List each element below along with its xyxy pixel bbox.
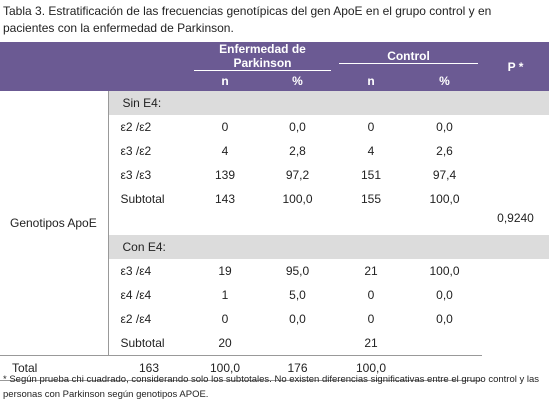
cell: 1	[221, 288, 229, 302]
group-header: Enfermedad de Parkinson	[190, 42, 336, 71]
cell: 143	[214, 192, 236, 206]
cell: 100,0	[282, 192, 313, 206]
caption-line: Tabla 3. Estratificación de las frecuenc…	[3, 4, 492, 18]
caption-line: pacientes con la enfermedad de Parkinson…	[3, 21, 234, 35]
p-cell	[482, 139, 549, 163]
cell: 0,0	[289, 312, 306, 326]
genotype: ε3 /ε3	[120, 168, 152, 182]
p-cell	[482, 331, 549, 356]
caption: Tabla 3. Estratificación de las frecuenc…	[3, 3, 491, 37]
p-header: P *	[482, 42, 549, 91]
cell: 0	[367, 120, 375, 134]
cell: 0	[367, 312, 375, 326]
genotype: Subtotal	[120, 192, 165, 206]
genotype: ε3 /ε2	[120, 144, 152, 158]
cell: 95,0	[285, 264, 310, 278]
cell: 4	[367, 144, 375, 158]
sub-header: n	[190, 71, 260, 91]
cell: 151	[361, 168, 382, 182]
cell: 100,0	[335, 355, 408, 381]
gap-row: 0,9240	[0, 211, 549, 235]
data-row: Subtotal 143 100,0 155 100,0	[0, 187, 549, 211]
genotype: ε2 /ε4	[120, 312, 152, 326]
sub-header: %	[260, 71, 336, 91]
cell: 0,0	[436, 312, 453, 326]
p-cell	[482, 283, 549, 307]
p-cell	[482, 187, 549, 211]
group-header: Control	[335, 42, 483, 71]
cell: 0,0	[436, 288, 453, 302]
cell: 19	[218, 264, 232, 278]
data-row: ε3 /ε3 139 97,2 151 97,4	[0, 163, 549, 187]
p-cell	[482, 307, 549, 331]
data-row: Subtotal 20 21	[0, 331, 549, 356]
cell: 100,0	[190, 355, 260, 381]
cell: 21	[364, 336, 378, 350]
data-row: ε3 /ε2 4 2,8 4 2,6	[0, 139, 549, 163]
data-row: ε2 /ε2 0 0,0 0 0,0	[0, 115, 549, 139]
cell: 97,4	[432, 168, 457, 182]
cell: 155	[361, 192, 382, 206]
cell: 20	[218, 336, 232, 350]
row-group-label: Genotipos ApoE	[0, 91, 109, 356]
total-label: Total	[0, 355, 108, 381]
cell: 163	[108, 355, 190, 381]
section-label: Con E4:	[108, 235, 549, 259]
sub-header: n	[335, 71, 408, 91]
p-cell	[407, 355, 483, 381]
section-row: Genotipos ApoE Sin E4:	[0, 91, 549, 356]
cell: 21	[364, 264, 378, 278]
cell: 0	[367, 288, 375, 302]
genotype: ε4 /ε4	[120, 288, 152, 302]
genotype: ε3 /ε4	[120, 264, 152, 278]
cell: 100,0	[429, 264, 460, 278]
cell	[260, 331, 335, 356]
cell: 97,2	[285, 168, 310, 182]
cell: 0	[221, 312, 229, 326]
cell: 176	[260, 355, 336, 381]
cell: 0	[221, 120, 229, 134]
cell: 0,0	[436, 120, 453, 134]
p-cell	[482, 115, 549, 139]
cell: 4	[221, 144, 229, 158]
empty	[108, 211, 482, 235]
cell: 2,8	[289, 144, 306, 158]
data-row: ε3 /ε4 19 95,0 21 100,0	[0, 259, 549, 283]
genotype: ε2 /ε2	[120, 120, 152, 134]
cell	[407, 331, 482, 356]
table: Enfermedad de Parkinson Control P * n % …	[0, 42, 549, 381]
p-cell	[482, 259, 549, 283]
total-row: Total 163 100,0 176 100,0	[0, 355, 549, 381]
data-row: ε4 /ε4 1 5,0 0 0,0	[0, 283, 549, 307]
cell: 0,0	[289, 120, 306, 134]
footnote: * Según prueba chi cuadrado, considerand…	[3, 374, 540, 400]
cell: 139	[214, 168, 236, 182]
cell: 100,0	[429, 192, 460, 206]
cell: 5,0	[289, 288, 306, 302]
genotype: Subtotal	[120, 336, 165, 350]
section-row: Con E4:	[0, 235, 549, 259]
p-cell	[482, 163, 549, 187]
section-label: Sin E4:	[108, 91, 549, 115]
cell: 2,6	[436, 144, 453, 158]
p-value: 0,9240	[497, 211, 534, 225]
sub-header: %	[407, 71, 483, 91]
data-row: ε2 /ε4 0 0,0 0 0,0	[0, 307, 549, 331]
